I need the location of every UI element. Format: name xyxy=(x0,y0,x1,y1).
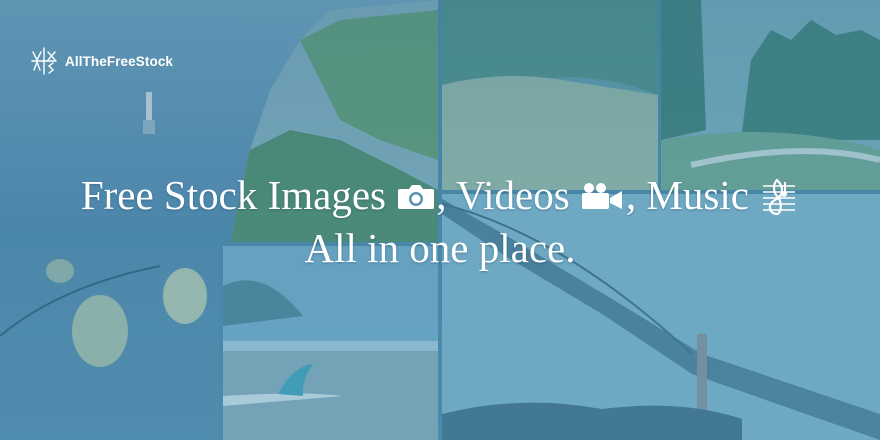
brand-name: AllTheFreeStock xyxy=(65,53,174,69)
headline-music-text: , Music xyxy=(625,172,749,219)
headline-line-2: All in one place. xyxy=(304,225,576,272)
headline-videos-text: , Videos xyxy=(436,172,570,219)
camera-icon xyxy=(398,184,435,209)
photo-golden-gate-bridge xyxy=(442,194,880,440)
hero-headline: Free Stock Images , Videos , Music xyxy=(0,165,880,275)
photo-cliff-lighthouse xyxy=(0,0,438,242)
photo-beach-surfboard xyxy=(223,246,438,440)
music-sheet-icon xyxy=(763,178,796,215)
photo-grass-field xyxy=(442,0,658,190)
brand-logo[interactable]: AllTheFreeStock xyxy=(31,46,173,76)
headline-images-text: Free Stock Images xyxy=(80,172,386,219)
photo-forest-road xyxy=(661,0,880,190)
video-camera-icon xyxy=(581,182,622,209)
atfs-monogram-icon xyxy=(31,47,57,75)
headline-line-1: Free Stock Images , Videos , Music xyxy=(0,165,880,222)
photo-leaves xyxy=(0,246,219,440)
